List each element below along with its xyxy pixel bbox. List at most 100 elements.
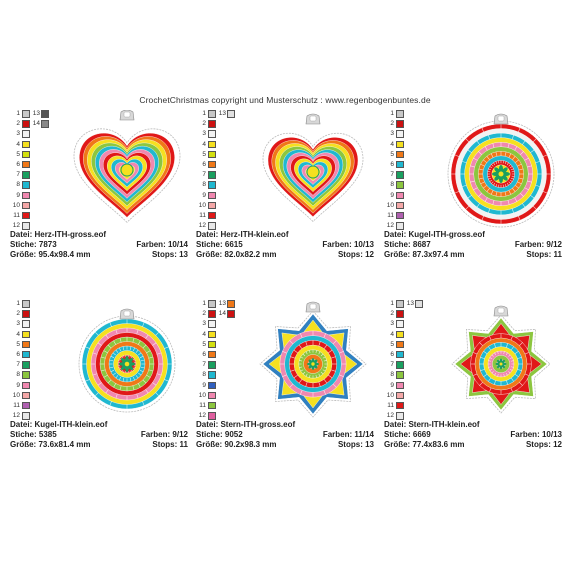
color-number: 7 [202, 361, 206, 369]
stop-count-value: 12 [553, 440, 562, 450]
color-swatch [208, 150, 216, 159]
color-swatch [41, 110, 49, 118]
color-count-label: Farben: [510, 430, 540, 440]
palette-row: 2 14 [10, 120, 70, 130]
color-count-value: 9/12 [546, 240, 562, 250]
color-swatch [22, 412, 30, 420]
design-size: Größe: 77.4x83.6 mm [384, 440, 465, 450]
color-swatch [227, 310, 235, 318]
stop-count-value: 13 [179, 250, 188, 260]
design-size: Größe: 87.3x97.4 mm [384, 250, 465, 260]
color-swatch [208, 201, 216, 210]
file-name-label: Datei: [196, 420, 219, 429]
design-size: Größe: 73.6x81.4 mm [10, 440, 91, 450]
color-number: 13 [406, 300, 414, 307]
palette-row: 11 [10, 401, 70, 412]
color-swatch [396, 401, 404, 410]
stop-count-value: 11 [179, 440, 188, 450]
heart-small-ornament [262, 113, 364, 223]
file-name: Datei: Kugel-ITH-klein.eof [10, 420, 107, 430]
design-info: Datei: Herz-ITH-gross.eof Stiche: 7873 Far… [10, 230, 188, 261]
file-name-label: Datei: [384, 230, 407, 239]
stop-count-label: Stops: [526, 250, 552, 260]
color-palette: 1 2 3 4 5 6 7 8 9 10 11 12 [384, 110, 444, 232]
color-swatch [396, 160, 404, 169]
palette-row: 10 [196, 391, 256, 402]
color-number: 3 [202, 320, 206, 328]
color-swatch [396, 211, 404, 220]
color-swatch [208, 211, 216, 220]
color-count: Farben: 10/13 [322, 240, 374, 250]
stitch-count-label: Stiche: [384, 430, 411, 440]
color-swatch [22, 130, 30, 138]
embroidery-design-image [72, 109, 182, 228]
color-number: 12 [12, 412, 20, 420]
file-name-value: Kugel-ITH-gross.eof [408, 230, 485, 239]
stitch-count: Stiche: 6669 [384, 430, 431, 440]
color-swatch [22, 120, 30, 128]
color-swatch [227, 300, 235, 308]
color-count-label: Farben: [322, 240, 352, 250]
stitch-count-value: 7873 [38, 240, 57, 250]
color-number: 3 [16, 130, 20, 138]
stitch-count-value: 6615 [224, 240, 243, 250]
color-swatch [396, 330, 404, 339]
palette-row: 3 [384, 320, 444, 330]
palette-row: 7 [196, 361, 256, 371]
color-swatch [22, 310, 30, 318]
palette-row: 8 [196, 181, 256, 191]
color-number: 1 [202, 110, 206, 117]
palette-row: 1 [10, 300, 70, 310]
color-swatch [396, 201, 404, 210]
color-swatch [22, 201, 30, 210]
palette-row: 5 [10, 150, 70, 161]
color-number: 5 [16, 340, 20, 348]
palette-row: 5 [384, 150, 444, 161]
color-number: 2 [390, 120, 394, 128]
color-number: 8 [202, 371, 206, 379]
design-info: Datei: Kugel-ITH-gross.eof Stiche: 8687 Fa… [384, 230, 562, 261]
color-number: 3 [390, 320, 394, 328]
color-swatch [22, 401, 30, 410]
color-swatch [22, 391, 30, 400]
color-number: 1 [16, 110, 20, 117]
palette-row: 2 [10, 310, 70, 320]
color-number: 8 [202, 181, 206, 189]
color-number: 1 [390, 300, 394, 307]
color-swatch [22, 350, 30, 359]
file-name: Datei: Stern-ITH-klein.eof [384, 420, 480, 430]
color-swatch [396, 171, 404, 179]
color-swatch [396, 150, 404, 159]
color-swatch [22, 361, 30, 369]
palette-row: 8 [196, 371, 256, 381]
color-number: 7 [202, 171, 206, 179]
stitch-count: Stiche: 9052 [196, 430, 243, 440]
stop-count: Stops: 11 [526, 250, 562, 260]
design-size: Größe: 82.0x82.2 mm [196, 250, 277, 260]
palette-row: 4 [384, 330, 444, 341]
design-size-label: Größe: [196, 250, 223, 260]
embroidery-design-image [258, 300, 368, 418]
color-number: 7 [390, 171, 394, 179]
color-swatch [396, 130, 404, 138]
palette-row: 12 [196, 412, 256, 422]
color-swatch [396, 120, 404, 128]
file-name-value: Stern-ITH-klein.eof [408, 420, 480, 429]
palette-row: 3 [196, 320, 256, 330]
design-info: Datei: Stern-ITH-klein.eof Stiche: 6669 Fa… [384, 420, 562, 451]
color-swatch [208, 381, 216, 389]
stop-count-value: 13 [365, 440, 374, 450]
palette-row: 7 [10, 171, 70, 181]
color-number: 13 [218, 300, 226, 307]
file-name-label: Datei: [196, 230, 219, 239]
color-swatch [22, 330, 30, 339]
file-name-label: Datei: [384, 420, 407, 429]
palette-row: 5 [10, 340, 70, 351]
file-name: Datei: Stern-ITH-gross.eof [196, 420, 295, 430]
color-swatch [208, 171, 216, 179]
color-swatch [22, 222, 30, 230]
palette-row: 2 [384, 120, 444, 130]
file-name-label: Datei: [10, 420, 33, 429]
color-count-value: 11/14 [354, 430, 374, 440]
color-count: Farben: 10/13 [510, 430, 562, 440]
